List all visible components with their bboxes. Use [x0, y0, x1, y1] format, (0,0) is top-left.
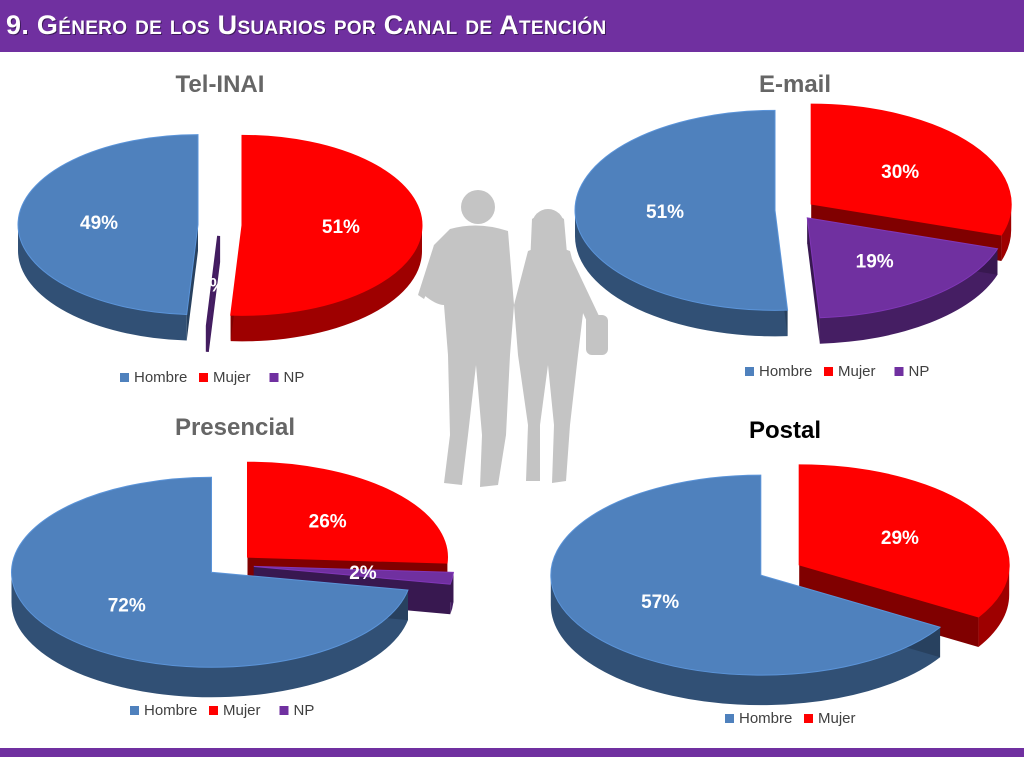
pie-slice-hombre	[550, 474, 942, 706]
data-label-np: 0%	[199, 275, 227, 296]
legend-item-np: NP	[894, 363, 930, 380]
legend-item-np: NP	[279, 702, 315, 719]
header-bar: 9. Género de los Usuarios por Canal de A…	[0, 0, 1024, 52]
chart-title: Tel-INAI	[176, 71, 265, 98]
pie-chart-svg: Postal 29% 57% Hombre Mujer	[550, 417, 1010, 727]
svg-text:Mujer: Mujer	[838, 363, 876, 380]
svg-text:Hombre: Hombre	[144, 702, 197, 719]
svg-text:Mujer: Mujer	[818, 710, 856, 727]
chart-legend: Hombre Mujer	[725, 710, 856, 727]
svg-text:Mujer: Mujer	[223, 702, 261, 719]
chart-legend: Hombre Mujer NP	[745, 363, 929, 380]
data-label-mujer: 51%	[322, 217, 360, 238]
data-label-hombre: 51%	[646, 202, 684, 223]
data-label-np: 2%	[349, 563, 377, 584]
pie-chart-tel-inai: Tel-INAI 49% 51% 0% Hombre Mujer NP	[10, 60, 430, 400]
svg-text:NP: NP	[909, 363, 930, 380]
pie-slice-np	[205, 235, 221, 352]
data-label-mujer: 29%	[881, 528, 919, 549]
pie-chart-svg: E-mail 30% 51% 19% Hombre Mujer NP	[574, 71, 1012, 380]
pie-chart-presencial: Presencial 26% 2% 72% Hombre Mujer NP	[10, 405, 460, 745]
legend-item-hombre: Hombre	[745, 363, 812, 380]
legend-item-hombre: Hombre	[120, 369, 187, 386]
pie-chart-postal: Postal 29% 57% Hombre Mujer	[550, 405, 1015, 745]
legend-item-mujer: Mujer	[824, 363, 876, 380]
legend-item-np: NP	[269, 369, 305, 386]
legend-item-mujer: Mujer	[199, 369, 251, 386]
data-label-hombre: 57%	[641, 592, 679, 613]
pie-slice-hombre	[574, 109, 789, 337]
svg-text:NP: NP	[294, 702, 315, 719]
footer-bar	[0, 748, 1024, 757]
pie-slice-mujer	[230, 134, 423, 342]
chart-legend: Hombre Mujer NP	[120, 369, 304, 386]
legend-item-hombre: Hombre	[130, 702, 197, 719]
chart-title: Postal	[749, 417, 821, 444]
couple-silhouette-image	[418, 190, 608, 487]
chart-title: E-mail	[759, 71, 831, 98]
data-label-np: 19%	[856, 251, 894, 272]
legend-item-mujer: Mujer	[804, 710, 856, 727]
pie-chart-svg: Tel-INAI 49% 51% 0% Hombre Mujer NP	[17, 71, 423, 386]
data-label-mujer: 30%	[881, 162, 919, 183]
svg-text:Mujer: Mujer	[213, 369, 251, 386]
chart-legend: Hombre Mujer NP	[130, 702, 314, 719]
pie-slice-hombre	[11, 476, 409, 698]
svg-text:Hombre: Hombre	[759, 363, 812, 380]
svg-text:NP: NP	[284, 369, 305, 386]
pie-slice-np	[806, 217, 999, 344]
page-title: 9. Género de los Usuarios por Canal de A…	[6, 10, 607, 40]
legend-item-hombre: Hombre	[725, 710, 792, 727]
data-label-hombre: 72%	[108, 596, 146, 617]
pie-chart-email: E-mail 30% 51% 19% Hombre Mujer NP	[574, 60, 1015, 400]
legend-item-mujer: Mujer	[209, 702, 261, 719]
svg-text:Hombre: Hombre	[739, 710, 792, 727]
svg-text:Hombre: Hombre	[134, 369, 187, 386]
pie-chart-svg: Presencial 26% 2% 72% Hombre Mujer NP	[11, 414, 454, 719]
data-label-mujer: 26%	[309, 511, 347, 532]
pie-slice-hombre	[17, 134, 199, 341]
data-label-hombre: 49%	[80, 213, 118, 234]
chart-title: Presencial	[175, 414, 295, 441]
